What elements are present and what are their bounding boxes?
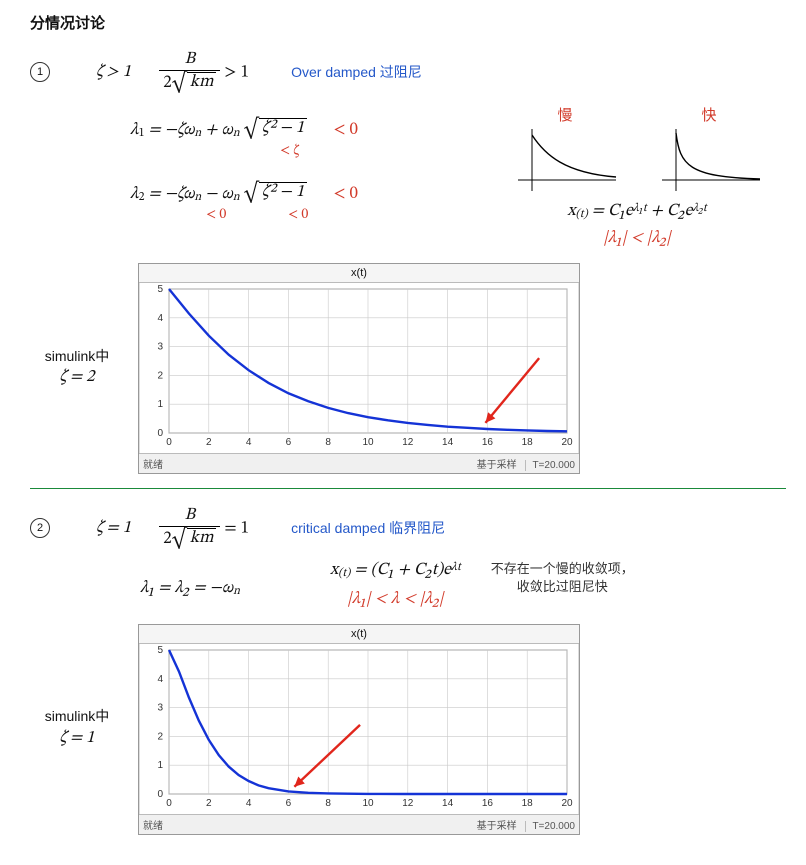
svg-text:8: 8: [325, 437, 331, 448]
svg-text:20: 20: [561, 798, 573, 809]
svg-text:3: 3: [157, 702, 163, 713]
frac-den-2: 2: [163, 75, 171, 92]
svg-text:14: 14: [442, 437, 454, 448]
svg-text:0: 0: [166, 798, 172, 809]
svg-text:2: 2: [157, 731, 163, 742]
chart2-footer-mid: 基于采样: [477, 821, 517, 832]
case1-magnitude: |λ₁| < |λ₂|: [510, 228, 764, 249]
svg-text:10: 10: [362, 437, 374, 448]
case2-cond-frac: B 2√km = 1: [159, 507, 249, 550]
case2-solution: x(t) = (C₁ + C₂t)eλt: [330, 560, 461, 581]
mini-fast-label: 快: [654, 104, 764, 125]
case1-cond-zeta: ζ > 1: [96, 62, 131, 83]
svg-text:2: 2: [206, 798, 212, 809]
frac-rhs: > 1: [220, 64, 249, 81]
case2-lambda-eq: λ₁ = λ₂ = −ωn: [140, 560, 240, 599]
chart2-footer-left: 就绪: [143, 817, 163, 832]
section-heading: 分情况讨论: [30, 12, 786, 33]
lambda2-under1: < 0: [206, 206, 226, 224]
frac-num: B: [159, 51, 220, 70]
case2-magnitude: |λ₁| < λ < |λ₂|: [330, 589, 461, 610]
lambda1-under: < ζ: [280, 142, 299, 160]
svg-text:3: 3: [157, 341, 163, 352]
svg-text:12: 12: [402, 798, 414, 809]
divider: [30, 488, 786, 489]
chart2-footer-right: T=20.000: [525, 821, 575, 832]
lambda1-eq: λ1 = −ζωn + ωn √ζ² − 1 < 0 < ζ: [130, 118, 470, 142]
case2-header: 2 ζ = 1 B 2√km = 1 critical damped 临界阻尼: [30, 507, 786, 550]
chart1-footer-left: 就绪: [143, 456, 163, 471]
svg-text:5: 5: [157, 284, 163, 295]
chart1-side-label: simulink中 ζ = 2: [30, 347, 124, 390]
chart1-frame: x(t) 01234502468101214161820 就绪 基于采样 T=2…: [138, 263, 580, 474]
case2-cond-zeta: ζ = 1: [96, 518, 131, 539]
case1-cond-frac: B 2√km > 1: [159, 51, 249, 94]
svg-text:4: 4: [246, 798, 252, 809]
svg-text:6: 6: [286, 798, 292, 809]
chart2-frame: x(t) 01234502468101214161820 就绪 基于采样 T=2…: [138, 624, 580, 835]
svg-text:0: 0: [166, 437, 172, 448]
chart1-title: x(t): [139, 264, 579, 283]
chart2-side-label: simulink中 ζ = 1: [30, 707, 124, 750]
chart1-svg: 01234502468101214161820: [139, 283, 579, 453]
case2-note: 不存在一个慢的收敛项， 收敛比过阻尼快: [491, 560, 634, 596]
frac-den-rad: km: [187, 72, 217, 93]
svg-text:16: 16: [482, 437, 494, 448]
svg-text:18: 18: [522, 437, 534, 448]
mini-curves: 慢 快: [510, 104, 764, 195]
svg-text:4: 4: [157, 673, 163, 684]
svg-text:4: 4: [246, 437, 252, 448]
svg-text:1: 1: [157, 399, 163, 410]
mini-slow-label: 慢: [510, 104, 620, 125]
chart1-footer-mid: 基于采样: [477, 460, 517, 471]
svg-text:4: 4: [157, 313, 163, 324]
case2-label: critical damped 临界阻尼: [291, 518, 445, 538]
svg-text:2: 2: [157, 370, 163, 381]
chart2-svg: 01234502468101214161820: [139, 644, 579, 814]
svg-text:1: 1: [157, 760, 163, 771]
lambda2-eq: λ2 = −ζωn − ωn √ζ² − 1 < 0 < 0 < 0: [130, 182, 470, 206]
mini-slow-curve: [510, 125, 620, 195]
svg-text:0: 0: [157, 789, 163, 800]
svg-text:6: 6: [286, 437, 292, 448]
svg-text:20: 20: [561, 437, 573, 448]
case2-number: 2: [30, 518, 50, 538]
case1-label: Over damped 过阻尼: [291, 62, 422, 82]
svg-text:14: 14: [442, 798, 454, 809]
svg-text:5: 5: [157, 645, 163, 656]
chart2-title: x(t): [139, 625, 579, 644]
svg-text:10: 10: [362, 798, 374, 809]
case1-header: 1 ζ > 1 B 2√km > 1 Over damped 过阻尼: [30, 51, 786, 94]
mini-fast-curve: [654, 125, 764, 195]
svg-text:12: 12: [402, 437, 414, 448]
svg-text:8: 8: [325, 798, 331, 809]
lambda2-under2: < 0: [288, 206, 308, 224]
svg-text:0: 0: [157, 428, 163, 439]
svg-text:2: 2: [206, 437, 212, 448]
lambda2-sign: < 0: [333, 186, 358, 203]
svg-text:16: 16: [482, 798, 494, 809]
chart1-footer-right: T=20.000: [525, 460, 575, 471]
svg-text:18: 18: [522, 798, 534, 809]
case1-number: 1: [30, 62, 50, 82]
lambda1-sign: < 0: [333, 122, 358, 139]
case1-solution: x(t) = C₁eλ₁t + C₂eλ₂t: [510, 201, 764, 222]
